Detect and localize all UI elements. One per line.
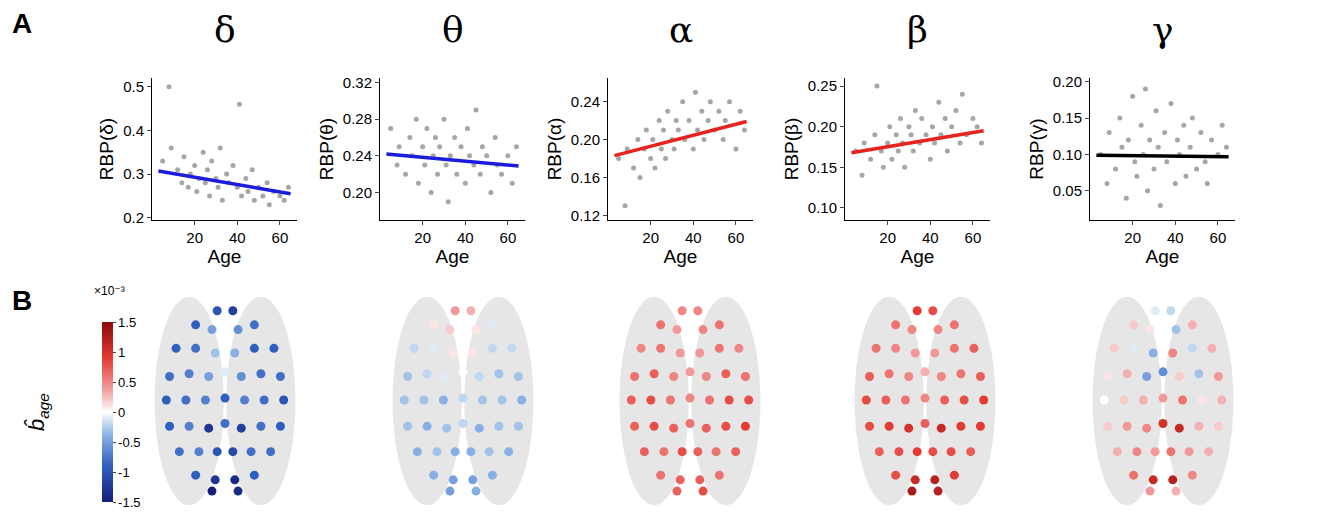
svg-text:40: 40 — [229, 229, 246, 246]
svg-text:20: 20 — [186, 229, 203, 246]
svg-text:RBP(δ): RBP(δ) — [96, 118, 117, 180]
svg-text:40: 40 — [457, 229, 474, 246]
svg-text:1.5: 1.5 — [118, 315, 136, 330]
svg-text:20: 20 — [414, 229, 431, 246]
svg-text:1: 1 — [118, 345, 125, 360]
svg-text:0.5: 0.5 — [123, 78, 144, 95]
svg-text:20: 20 — [879, 229, 896, 246]
svg-text:0.32: 0.32 — [343, 74, 372, 91]
svg-text:A: A — [12, 8, 32, 39]
svg-text:×10⁻³: ×10⁻³ — [94, 284, 125, 298]
svg-text:40: 40 — [1167, 229, 1184, 246]
svg-text:Age: Age — [1146, 246, 1180, 267]
svg-text:b̂​age​: b̂​age​ — [24, 393, 52, 431]
svg-text:0.20: 0.20 — [1053, 73, 1082, 90]
svg-text:0.25: 0.25 — [808, 77, 837, 94]
svg-text:θ: θ — [442, 9, 464, 50]
svg-text:0.24: 0.24 — [571, 93, 600, 110]
svg-text:0.2: 0.2 — [123, 209, 144, 226]
svg-text:60: 60 — [272, 229, 289, 246]
svg-text:Age: Age — [664, 246, 698, 267]
svg-text:0.10: 0.10 — [1053, 146, 1082, 163]
svg-text:60: 60 — [728, 229, 745, 246]
svg-text:0.24: 0.24 — [343, 147, 372, 164]
svg-text:20: 20 — [1124, 229, 1141, 246]
svg-text:0.15: 0.15 — [808, 159, 837, 176]
svg-text:Age: Age — [208, 246, 242, 267]
svg-text:40: 40 — [685, 229, 702, 246]
svg-text:B: B — [12, 285, 32, 316]
svg-text:0.20: 0.20 — [571, 131, 600, 148]
svg-text:RBP(α): RBP(α) — [544, 118, 565, 181]
svg-text:0.4: 0.4 — [123, 122, 144, 139]
svg-text:δ: δ — [214, 9, 236, 50]
svg-text:0.20: 0.20 — [808, 118, 837, 135]
svg-text:RBP(γ): RBP(γ) — [1026, 118, 1047, 179]
svg-text:60: 60 — [500, 229, 517, 246]
svg-text:60: 60 — [965, 229, 982, 246]
svg-text:0.05: 0.05 — [1053, 182, 1082, 199]
svg-text:20: 20 — [642, 229, 659, 246]
svg-text:40: 40 — [922, 229, 939, 246]
svg-text:0.5: 0.5 — [118, 375, 136, 390]
svg-text:β: β — [907, 9, 928, 50]
svg-text:0.10: 0.10 — [808, 199, 837, 216]
svg-text:Age: Age — [436, 246, 470, 267]
svg-text:0.16: 0.16 — [571, 169, 600, 186]
svg-text:RBP(θ): RBP(θ) — [316, 118, 337, 180]
svg-text:Age: Age — [901, 246, 935, 267]
svg-text:-1.5: -1.5 — [118, 495, 140, 510]
svg-text:0.12: 0.12 — [571, 207, 600, 224]
svg-text:0: 0 — [118, 405, 125, 420]
svg-text:-0.5: -0.5 — [118, 435, 140, 450]
svg-text:RBP(β): RBP(β) — [781, 118, 802, 181]
svg-text:0.15: 0.15 — [1053, 109, 1082, 126]
svg-text:60: 60 — [1210, 229, 1227, 246]
svg-text:-1: -1 — [118, 465, 130, 480]
svg-text:γ: γ — [1152, 9, 1174, 50]
svg-text:0.20: 0.20 — [343, 184, 372, 201]
svg-text:α: α — [669, 9, 693, 50]
svg-text:0.3: 0.3 — [123, 165, 144, 182]
svg-text:0.28: 0.28 — [343, 110, 372, 127]
